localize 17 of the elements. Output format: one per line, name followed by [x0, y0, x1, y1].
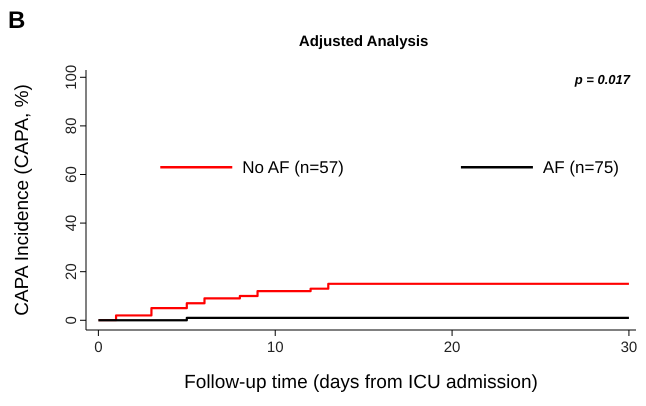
y-tick-label: 100 [63, 64, 80, 90]
legend-label: No AF (n=57) [242, 158, 344, 178]
y-tick-label: 0 [63, 316, 80, 324]
x-tick-label: 10 [266, 339, 284, 356]
x-tick-label: 0 [94, 339, 103, 356]
legend-label: AF (n=75) [542, 158, 619, 178]
y-axis-title: CAPA Incidence (CAPA, %) [12, 84, 33, 316]
x-tick-label: 20 [444, 339, 460, 356]
text: B [8, 7, 26, 34]
y-tick-label: 40 [63, 214, 80, 232]
y-tick-label: 20 [63, 263, 80, 280]
annotation: p = 0.017 [574, 72, 631, 87]
x-axis-title: Follow-up time (days from ICU admission) [184, 372, 538, 393]
x-tick-label: 30 [620, 339, 638, 356]
y-tick-label: 60 [63, 166, 80, 183]
y-tick-label: 80 [63, 118, 80, 134]
chart-title: Adjusted Analysis [298, 33, 428, 50]
